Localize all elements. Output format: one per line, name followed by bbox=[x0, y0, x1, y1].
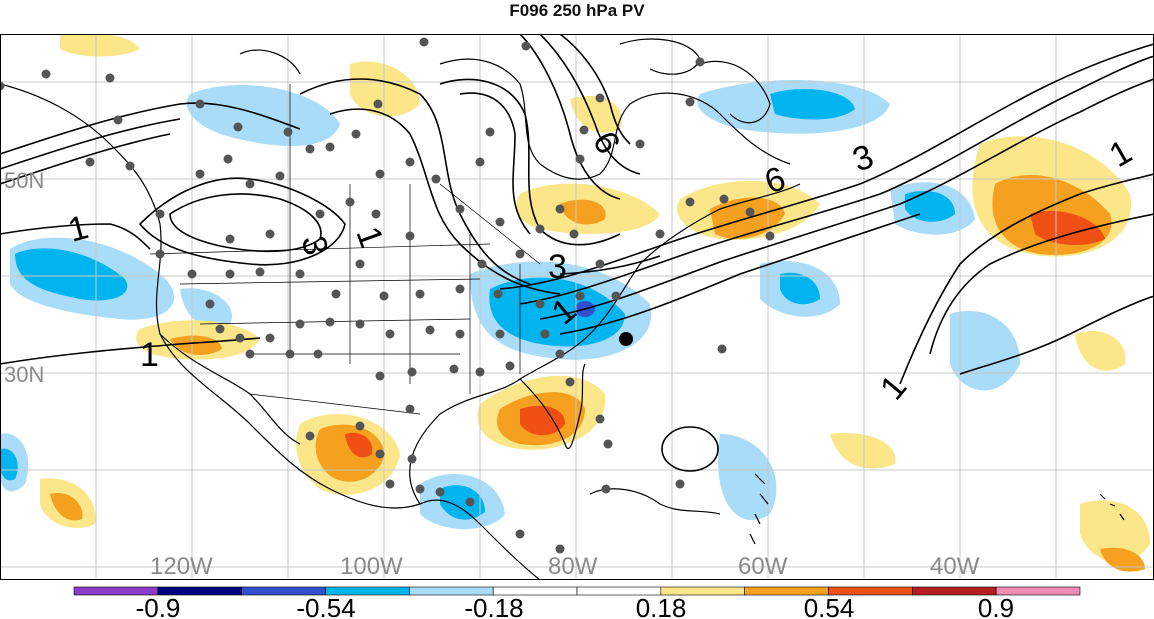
lat-label-50n: 50N bbox=[4, 168, 44, 193]
positive-anomaly-strong bbox=[345, 210, 1105, 458]
pv-map: 50N 30N 120W 100W 80W 60W 40W 1 1 3 1 3 … bbox=[0, 34, 1154, 580]
colorbar-tick-0-18: 0.18 bbox=[636, 593, 687, 619]
negative-anomaly-medium bbox=[0, 89, 955, 520]
coastlines bbox=[0, 38, 1125, 580]
contour-label-sw-1: 1 bbox=[140, 336, 159, 374]
station-markers bbox=[0, 37, 775, 554]
lat-label-30n: 30N bbox=[4, 362, 44, 387]
lon-label-120w: 120W bbox=[150, 553, 213, 580]
colorbar-tick-neg-0-18: -0.18 bbox=[464, 593, 523, 619]
target-marker bbox=[619, 332, 633, 346]
colorbar-box bbox=[995, 586, 1081, 596]
map-title: F096 250 hPa PV bbox=[509, 1, 645, 20]
colorbar-tick-neg-0-9: -0.9 bbox=[136, 593, 181, 619]
lon-label-60w: 60W bbox=[738, 553, 788, 580]
pv-contours bbox=[0, 34, 1154, 472]
contour-label-trough-3: 3 bbox=[548, 248, 567, 286]
colorbar-boxes bbox=[73, 586, 1081, 596]
colorbar-tick-neg-0-54: -0.54 bbox=[296, 593, 355, 619]
colorbar-tick-0-54: 0.54 bbox=[804, 593, 855, 619]
colorbar: -0.9 -0.54 -0.18 0.18 0.54 0.9 bbox=[73, 586, 1081, 619]
lon-label-40w: 40W bbox=[930, 553, 980, 580]
colorbar-tick-0-9: 0.9 bbox=[978, 593, 1014, 619]
lon-label-80w: 80W bbox=[548, 553, 598, 580]
lon-label-100w: 100W bbox=[340, 553, 403, 580]
